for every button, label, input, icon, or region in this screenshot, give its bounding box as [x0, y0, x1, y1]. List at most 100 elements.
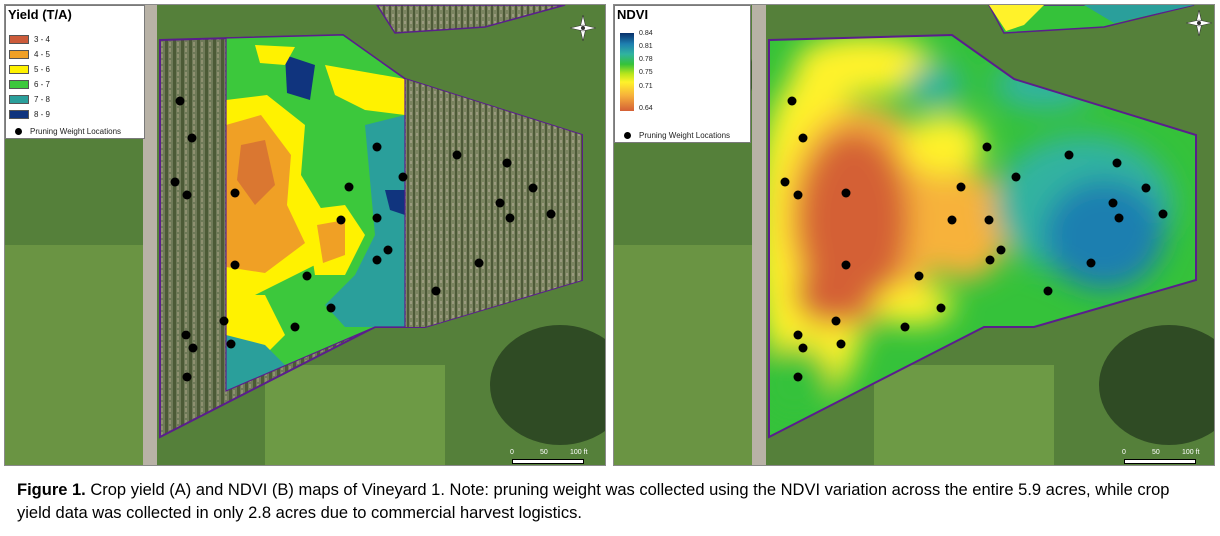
scale-bar: 0 50 100 ft	[510, 449, 590, 465]
pruning-weight-point	[219, 316, 229, 326]
legend-class-row: 6 - 7	[9, 78, 50, 90]
pruning-weight-point	[1086, 258, 1096, 268]
pruning-weight-point	[780, 177, 790, 187]
pruning-weight-point	[230, 260, 240, 270]
legend-swatch	[9, 109, 29, 119]
pruning-weight-point	[956, 182, 966, 192]
pruning-weight-point	[502, 158, 512, 168]
pruning-weight-point	[290, 322, 300, 332]
pruning-weight-point	[336, 215, 346, 225]
pruning-point-icon	[624, 131, 631, 139]
pruning-weight-point	[1011, 172, 1021, 182]
pruning-weight-point	[230, 188, 240, 198]
scale-label-100: 100 ft	[570, 449, 588, 456]
pruning-weight-point	[841, 188, 851, 198]
pruning-weight-point	[914, 271, 924, 281]
scale-label-50: 50	[1152, 449, 1160, 456]
pruning-weight-point	[1112, 158, 1122, 168]
pruning-weight-point	[1141, 183, 1151, 193]
field-southeast	[265, 365, 445, 465]
pruning-weight-point	[505, 213, 515, 223]
pruning-weight-point	[996, 245, 1006, 255]
pruning-point-icon	[15, 127, 22, 135]
pruning-weight-point	[1108, 198, 1118, 208]
pruning-weight-point	[1158, 209, 1168, 219]
field-west	[614, 245, 752, 465]
ndvi-tick-label: 0.84	[639, 30, 653, 37]
legend-class-row: 8 - 9	[9, 108, 50, 120]
ndvi-tick-label: 0.71	[639, 83, 653, 90]
ndvi-tick-label: 0.78	[639, 56, 653, 63]
road	[752, 5, 766, 465]
legend-class-row: 4 - 5	[9, 48, 50, 60]
pruning-weight-point	[226, 339, 236, 349]
pruning-weight-point	[187, 133, 197, 143]
legend-swatch	[9, 94, 29, 104]
pruning-weight-point	[181, 330, 191, 340]
field-southeast	[874, 365, 1054, 465]
pruning-weight-point	[793, 330, 803, 340]
road	[143, 5, 157, 465]
pruning-weight-point	[188, 343, 198, 353]
legend-class-row: 7 - 8	[9, 93, 50, 105]
pruning-weight-point	[793, 190, 803, 200]
pruning-weight-point	[495, 198, 505, 208]
legend-points-row: Pruning Weight Locations	[618, 129, 730, 141]
pruning-weight-point	[982, 142, 992, 152]
pruning-weight-point	[326, 303, 336, 313]
ndvi-legend: NDVI 0.84 0.81 0.78 0.75 0.71 0.64 Pruning We…	[614, 5, 751, 143]
tree-cluster	[1099, 325, 1214, 445]
pruning-weight-point	[344, 182, 354, 192]
figure-caption: Figure 1. Crop yield (A) and NDVI (B) ma…	[17, 479, 1207, 525]
caption-label: Figure 1.	[17, 481, 86, 499]
pruning-weight-point	[1114, 213, 1124, 223]
pruning-weight-point	[1043, 286, 1053, 296]
pruning-weight-point	[383, 245, 393, 255]
legend-swatch	[9, 79, 29, 89]
pruning-weight-point	[984, 215, 994, 225]
legend-class-row: 5 - 6	[9, 63, 50, 75]
legend-swatch	[9, 49, 29, 59]
legend-class-label: 5 - 6	[34, 64, 51, 74]
legend-class-label: 3 - 4	[34, 34, 51, 44]
pruning-weight-point	[798, 133, 808, 143]
pruning-weight-point	[372, 255, 382, 265]
legend-class-label: 6 - 7	[34, 79, 51, 89]
pruning-weight-point	[947, 215, 957, 225]
north-arrow-icon	[1186, 10, 1212, 36]
legend-title: Yield (T/A)	[8, 7, 72, 22]
pruning-weight-point	[372, 213, 382, 223]
ndvi-color-ramp	[620, 33, 634, 111]
legend-title: NDVI	[617, 7, 649, 22]
legend-class-row: 3 - 4	[9, 33, 50, 45]
pruning-weight-point	[798, 343, 808, 353]
yield-map-panel: Yield (T/A) 3 - 4 4 - 5 5 - 6 6 - 7 7 - 8 8 -…	[4, 4, 606, 466]
scale-label-0: 0	[510, 449, 514, 456]
scale-bar: 0 50 100 ft	[1122, 449, 1202, 465]
pruning-weight-point	[787, 96, 797, 106]
ndvi-map-panel: NDVI 0.84 0.81 0.78 0.75 0.71 0.64 Pruning We…	[613, 4, 1215, 466]
yield-legend: Yield (T/A) 3 - 4 4 - 5 5 - 6 6 - 7 7 - 8 8 -…	[5, 5, 145, 139]
pruning-weight-point	[1064, 150, 1074, 160]
north-arrow-icon	[570, 15, 596, 41]
vineyard-block-north	[376, 5, 566, 34]
pruning-points-b	[780, 96, 1168, 382]
pruning-weight-point	[546, 209, 556, 219]
legend-swatch	[9, 64, 29, 74]
ndvi-tick-label: 0.64	[639, 105, 653, 112]
field-west	[5, 245, 143, 465]
legend-points-row: Pruning Weight Locations	[9, 125, 121, 137]
ndvi-tick-label: 0.75	[639, 69, 653, 76]
pruning-weight-point	[431, 286, 441, 296]
scale-label-0: 0	[1122, 449, 1126, 456]
pruning-weight-point	[841, 260, 851, 270]
legend-points-label: Pruning Weight Locations	[639, 130, 731, 140]
legend-swatch	[9, 34, 29, 44]
tree-cluster	[490, 325, 605, 445]
legend-class-label: 4 - 5	[34, 49, 51, 59]
scale-label-100: 100 ft	[1182, 449, 1200, 456]
pruning-weight-point	[302, 271, 312, 281]
pruning-weight-point	[372, 142, 382, 152]
pruning-weight-point	[175, 96, 185, 106]
scale-label-50: 50	[540, 449, 548, 456]
